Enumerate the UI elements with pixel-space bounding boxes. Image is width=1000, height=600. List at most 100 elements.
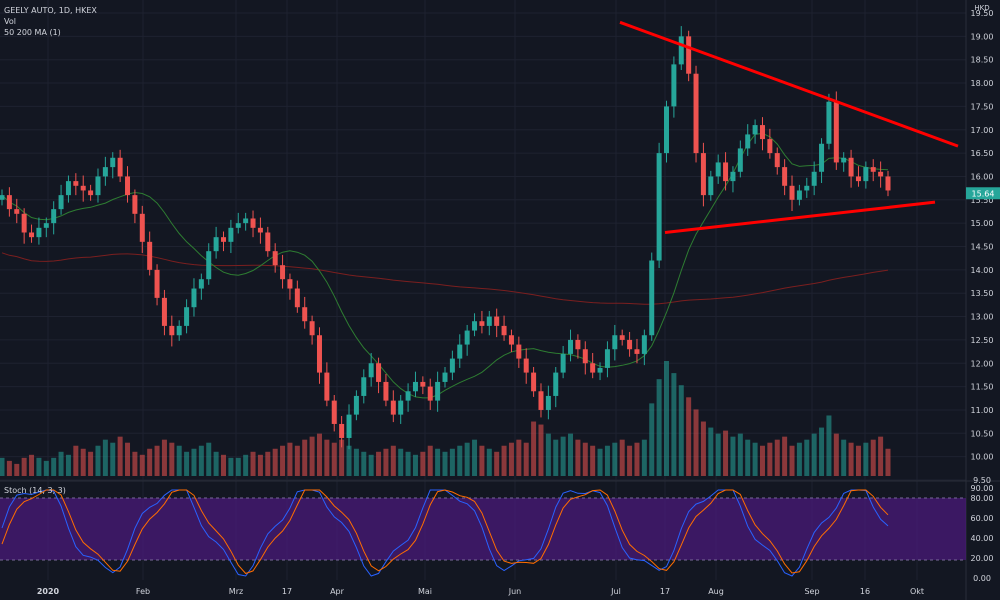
volume-bar: [627, 445, 633, 476]
volume-bar: [412, 454, 418, 476]
volume-bar: [125, 442, 131, 476]
candle-body: [612, 335, 618, 350]
candle-body: [280, 265, 286, 280]
price-tick: 14.00: [971, 266, 994, 275]
volume-bar: [213, 451, 219, 476]
candle-body: [819, 143, 825, 172]
candle-body: [287, 279, 293, 289]
stoch-tick: 40.00: [971, 534, 994, 543]
candle-body: [117, 157, 123, 177]
volume-bar: [191, 448, 197, 476]
candle-body: [36, 227, 42, 238]
candle-body: [752, 125, 758, 135]
volume-bar: [737, 433, 743, 476]
candle-body: [294, 288, 300, 308]
candle-body: [442, 372, 448, 382]
volume-bar: [331, 442, 337, 476]
candle-body: [745, 134, 751, 149]
candle-body: [339, 423, 345, 438]
volume-bar: [767, 442, 773, 476]
candle-body: [427, 386, 433, 401]
candle-body: [257, 227, 263, 233]
last-price-tag: [966, 187, 1000, 200]
volume-bar: [353, 448, 359, 476]
volume-bar: [612, 442, 618, 476]
price-tick: 14.50: [971, 243, 994, 252]
candle-body: [206, 251, 212, 280]
volume-bar: [235, 457, 241, 476]
candle-body: [472, 321, 478, 331]
volume-bar: [796, 442, 802, 476]
volume-bar: [427, 445, 433, 476]
time-axis[interactable]: 2020 Feb Mrz 17 Apr Mai Jun Jul 17 Aug Sep 16 Okt: [37, 587, 924, 596]
volume-bar: [826, 415, 832, 476]
volume-bar: [132, 451, 138, 476]
candle-body: [641, 335, 647, 354]
volume-bar: [435, 448, 441, 476]
candle-body: [863, 167, 869, 182]
volume-bar: [568, 433, 574, 476]
ma50-path: [1, 132, 889, 399]
candle-body: [213, 237, 219, 252]
volume-bar: [117, 436, 123, 476]
candle-body: [730, 171, 736, 182]
volume-bar: [376, 451, 382, 476]
candle-body: [221, 237, 226, 242]
candle-body: [686, 36, 692, 74]
candle-body: [449, 358, 455, 373]
candle-body: [885, 176, 891, 191]
volume-bar: [590, 445, 596, 476]
volume-bar: [0, 457, 5, 476]
candle-body: [560, 353, 566, 373]
time-label: Feb: [136, 587, 150, 596]
stoch-tick: 80.00: [971, 494, 994, 503]
candle-body: [88, 190, 94, 196]
candle-body: [376, 363, 382, 382]
candle-body: [737, 148, 743, 172]
volume-bar: [169, 442, 175, 476]
candle-body: [582, 349, 588, 364]
stoch-panel: [0, 489, 966, 577]
candle-body: [457, 344, 463, 359]
candle-body: [619, 335, 625, 340]
volume-bar: [575, 439, 581, 476]
volume-bar: [885, 448, 891, 476]
volume-bar: [65, 454, 71, 476]
triangle-trendlines[interactable]: [619, 20, 959, 234]
volume-bar: [804, 439, 810, 476]
volume-bar: [464, 442, 470, 476]
candle-body: [826, 101, 832, 144]
candle-body: [700, 153, 706, 196]
volume-bar: [309, 436, 315, 476]
volume-bar: [43, 460, 49, 476]
volume-bar: [730, 436, 736, 476]
volume-bar: [641, 439, 647, 476]
volume-bar: [442, 451, 448, 476]
candle-body: [184, 307, 190, 326]
candle-body: [58, 195, 64, 210]
volume-bar: [700, 421, 706, 476]
price-tick: 10.00: [971, 453, 994, 462]
candle-body: [154, 269, 160, 298]
price-tick: 12.00: [971, 359, 994, 368]
candle-body: [590, 363, 596, 373]
volume-bar: [361, 451, 367, 476]
volume-bar: [723, 430, 729, 476]
volume-bar: [656, 379, 662, 476]
candle-body: [176, 325, 182, 336]
candle-body: [833, 101, 839, 163]
candle-body: [870, 167, 876, 172]
price-tick: 17.00: [971, 126, 994, 135]
candle-body: [309, 321, 315, 336]
volume-bar: [678, 385, 684, 476]
volume-bar: [833, 433, 839, 476]
candle-body: [501, 325, 507, 336]
candle-body: [302, 307, 308, 322]
candle-body: [73, 181, 79, 186]
stoch-tick: 20.00: [971, 554, 994, 563]
candle-body: [272, 251, 278, 266]
time-label: Aug: [708, 587, 724, 596]
